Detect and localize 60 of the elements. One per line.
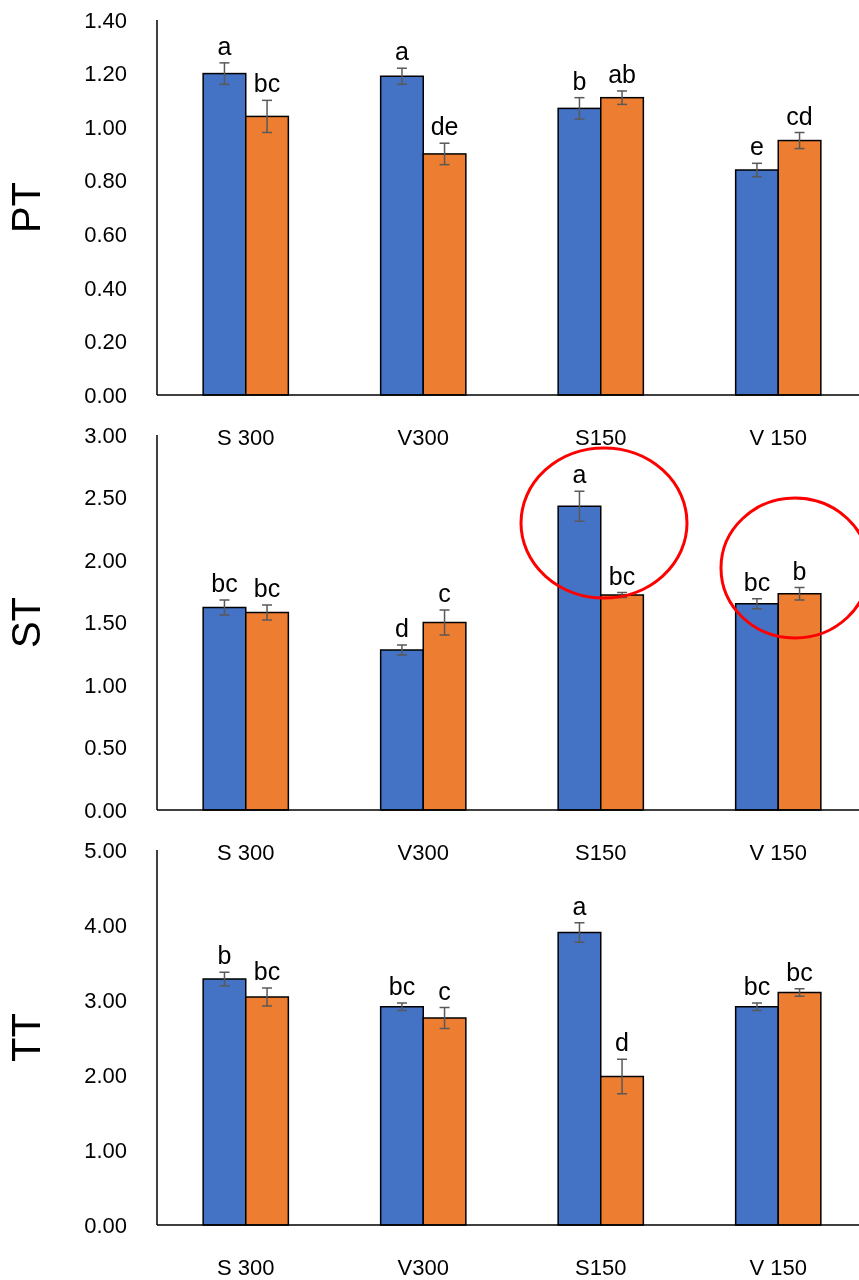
data-label: d (615, 1028, 629, 1057)
x-tick-label: V 150 (749, 1255, 807, 1280)
y-tick-label: 4.00 (84, 912, 127, 938)
y-axis-title: ST (4, 596, 48, 649)
x-tick-label: S150 (575, 840, 627, 865)
data-label: ab (608, 59, 636, 88)
y-tick-label: 0.60 (84, 221, 127, 247)
x-tick-label: S150 (575, 1255, 627, 1280)
data-label: bc (608, 561, 636, 590)
x-tick-label: S150 (575, 425, 627, 450)
y-tick-label: 3.00 (84, 987, 127, 1013)
data-label: bc (253, 69, 281, 98)
y-axis-title: TT (4, 1013, 48, 1062)
data-label: bc (743, 567, 771, 596)
data-label: b (217, 941, 232, 970)
data-label: bc (253, 957, 281, 985)
y-axis-title: PT (4, 181, 48, 234)
y-tick-label: 1.00 (84, 114, 127, 140)
y-tick-label: 0.80 (84, 168, 127, 194)
data-label: d (395, 614, 409, 642)
data-label: c (438, 579, 451, 607)
y-tick-label: 1.00 (84, 672, 127, 698)
data-label: b (572, 66, 587, 95)
x-tick-label: V300 (397, 425, 449, 450)
data-label: bc (743, 972, 771, 1000)
data-label: c (438, 976, 451, 1005)
y-tick-label: 0.40 (84, 275, 127, 301)
y-tick-label: 1.20 (84, 61, 127, 87)
y-tick-label: 0.00 (84, 1212, 127, 1238)
data-label: a (217, 31, 232, 60)
y-tick-label: 0.00 (84, 382, 127, 408)
x-tick-label: V300 (397, 1255, 449, 1280)
x-tick-label: S 300 (217, 425, 275, 450)
x-tick-label: V 150 (749, 425, 807, 450)
data-label: bc (786, 957, 813, 986)
y-tick-label: 2.00 (84, 1062, 127, 1088)
x-tick-label: S 300 (217, 1255, 275, 1280)
y-tick-label: 0.00 (84, 797, 127, 823)
data-label: bc (211, 569, 238, 597)
x-tick-label: S 300 (217, 840, 275, 865)
y-tick-label: 1.40 (84, 7, 127, 33)
data-label: a (572, 460, 587, 489)
data-label: e (750, 132, 764, 161)
y-tick-label: 3.00 (84, 422, 127, 448)
y-tick-label: 1.00 (84, 1137, 127, 1163)
data-label: a (572, 891, 587, 920)
y-tick-label: 0.50 (84, 735, 127, 761)
y-tick-label: 5.00 (84, 837, 127, 863)
data-label: bc (253, 574, 281, 602)
data-label: bc (388, 972, 416, 1000)
x-tick-label: V 150 (749, 840, 807, 865)
data-label: b (792, 556, 807, 585)
x-tick-label: V300 (397, 840, 449, 865)
y-tick-label: 0.20 (84, 329, 127, 355)
y-tick-label: 2.00 (84, 547, 127, 573)
data-label: de (430, 112, 459, 141)
y-tick-label: 1.50 (84, 610, 127, 636)
data-label: cd (786, 101, 813, 130)
data-label: a (395, 37, 409, 66)
y-tick-label: 2.50 (84, 485, 127, 511)
